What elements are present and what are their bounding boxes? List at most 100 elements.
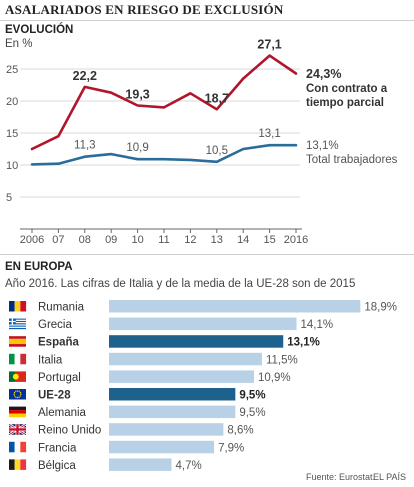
data-label: 18,7 (205, 91, 229, 105)
flag-stripe (20, 441, 27, 453)
value-label: 18,9% (364, 302, 397, 314)
flag-stripe (9, 344, 26, 347)
bar (109, 317, 297, 331)
flag-star (16, 390, 19, 392)
flag-stripe (14, 353, 21, 365)
flag-stripe (9, 353, 15, 365)
flag-star (20, 393, 22, 395)
main-title: ASALARIADOS EN RIESGO DE EXCLUSIÓN (5, 2, 284, 17)
flag-stripe (9, 326, 26, 328)
bar-row-greece: Grecia 14,1% (9, 317, 376, 331)
country-label: España (38, 337, 80, 349)
line-chart: 5 10 15 20 25 2006 07 08 09 10 11 12 13 14 15 2016 22,2 1… (6, 38, 398, 246)
flag-stripe (9, 327, 26, 330)
x-tick-label: 2016 (284, 234, 308, 246)
bar-row-france: Francia 7,9% (9, 440, 376, 454)
bar-row-united-kingdom: Reino Unido 8,6% (8, 423, 376, 437)
bar-row-eu: UE-28 9,5% (9, 388, 376, 402)
x-tick-label: 11 (158, 234, 169, 246)
x-tick-label: 08 (79, 234, 91, 246)
bar-chart: Rumania 18,9% Grecia 14,1% España 13,1% Italia… (8, 300, 397, 472)
bar-row-germany: Alemania 9,5% (9, 405, 376, 419)
flag-stripe (9, 322, 26, 324)
value-label: 8,6% (227, 425, 253, 437)
flag-stripe (14, 441, 21, 453)
y-tick-label: 15 (6, 128, 18, 140)
flag-stripe (9, 459, 15, 470)
country-label: Portugal (38, 372, 81, 384)
series-name-label: Total trabajadores (306, 154, 398, 166)
flag-stripe (9, 413, 26, 418)
bar-row-portugal: Portugal 10,9% (9, 370, 376, 384)
flag-star (15, 396, 17, 398)
x-tick-label: 15 (263, 234, 275, 246)
flag-star (13, 391, 16, 394)
country-label: Italia (38, 354, 63, 366)
evolution-section-title: EVOLUCIÓN (5, 24, 74, 36)
flag-stripe (9, 389, 26, 400)
data-label: 11,3 (74, 140, 96, 152)
flag-stripe (20, 353, 27, 365)
flag-stripe (9, 318, 26, 320)
flag-star (18, 390, 20, 393)
flag-stripe (9, 320, 26, 323)
bar-row-belgium: Bélgica 4,7% (9, 458, 376, 472)
value-label: 11,5% (266, 354, 298, 366)
value-label: 9,5% (239, 390, 265, 402)
brand-logo: EL PAÍS (373, 472, 407, 482)
flag-stripe (9, 319, 26, 321)
flag-stripe (9, 441, 15, 453)
flag-star (19, 391, 22, 394)
flag-stripe (14, 301, 21, 312)
flag-star (16, 396, 19, 399)
flag-star (13, 393, 15, 395)
series-line-part-time (30, 54, 298, 151)
data-label: 13,1 (258, 128, 280, 140)
y-tick-label: 25 (6, 64, 18, 76)
flag-stripe (15, 371, 26, 382)
y-tick-label: 20 (6, 96, 18, 108)
bar (109, 370, 254, 383)
value-label: 9,5% (239, 407, 265, 419)
x-tick-label: 07 (52, 234, 64, 246)
bar (109, 388, 236, 401)
y-tick-label: 10 (6, 160, 18, 172)
x-tick-label: 2006 (20, 234, 44, 246)
country-label: Alemania (38, 407, 87, 419)
flag-stripe (9, 301, 15, 312)
bar (109, 300, 361, 313)
bar-track (109, 458, 376, 471)
value-label: 10,9% (258, 372, 291, 384)
flag-stripe (9, 406, 26, 411)
flag-star (19, 395, 22, 397)
bar-row-romania: Rumania 18,9% (9, 300, 397, 314)
unit-label: En % (5, 38, 33, 50)
flag-star (13, 395, 16, 397)
country-label: Grecia (38, 319, 72, 331)
x-tick-label: 14 (237, 234, 249, 246)
flag-emblem (12, 373, 19, 380)
value-label: 13,1% (287, 337, 320, 349)
bar (109, 335, 284, 348)
bar-row-italy: Italia 11,5% (9, 352, 376, 366)
x-tick-label: 10 (131, 234, 143, 246)
data-label: 22,2 (73, 69, 97, 83)
flag-stripe (9, 320, 16, 323)
flag-stripe (9, 371, 16, 382)
flag-stripe (9, 323, 26, 325)
section-divider (0, 254, 414, 255)
data-label: 19,3 (125, 87, 149, 101)
country-label: UE-28 (38, 390, 71, 402)
series-name-label: Con contrato a (306, 83, 388, 95)
data-label: 10,9 (126, 142, 148, 154)
value-label: 14,1% (301, 319, 334, 331)
flag-stripe (20, 459, 27, 470)
flag-stripe (9, 338, 26, 345)
bar-row-spain: España 13,1% (9, 335, 376, 349)
end-value-label: 13,1% (306, 140, 339, 152)
flag-stripe (9, 428, 26, 431)
flag-stripe (20, 301, 27, 312)
series-name-label: tiempo parcial (306, 97, 384, 109)
x-tick-label: 13 (211, 234, 223, 246)
title-divider (0, 20, 414, 21)
